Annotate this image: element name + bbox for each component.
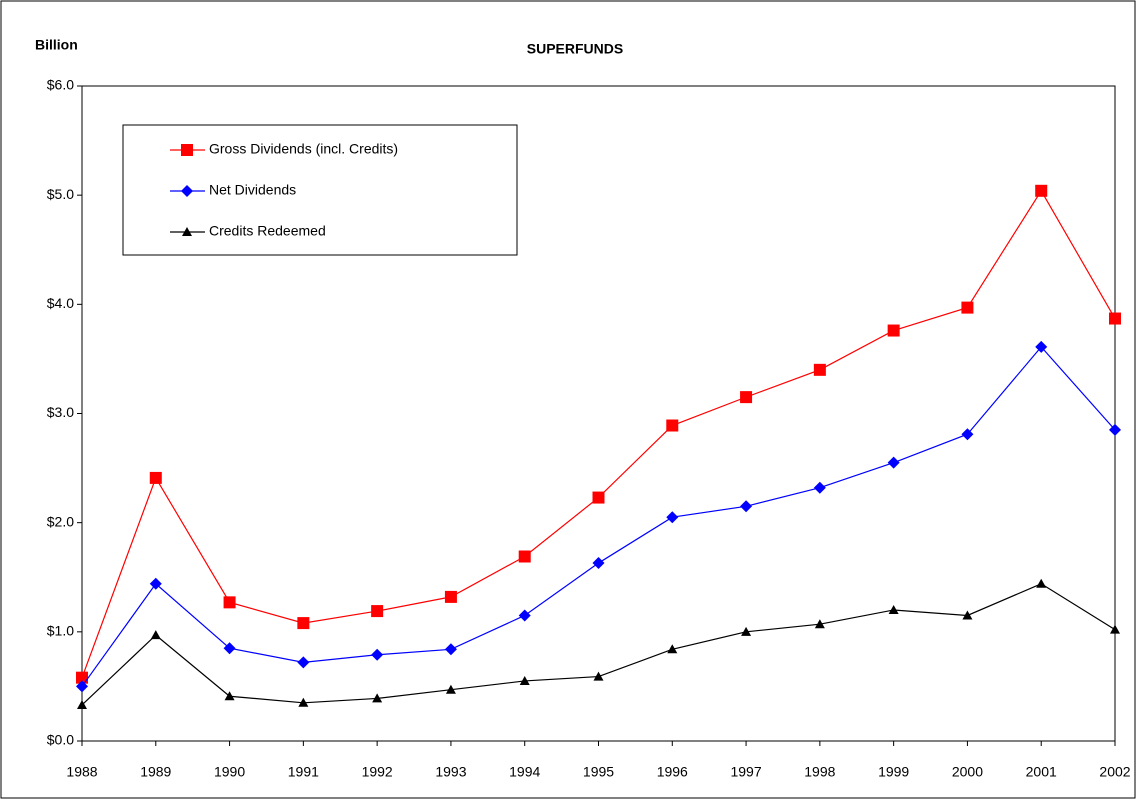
marker xyxy=(961,428,974,441)
marker xyxy=(1110,624,1120,634)
y-tick-label: $0.0 xyxy=(47,732,74,748)
marker xyxy=(1109,312,1121,325)
marker xyxy=(666,419,679,432)
marker xyxy=(961,301,974,314)
x-tick-label: 2000 xyxy=(952,764,983,780)
marker xyxy=(297,656,310,669)
y-tick-label: $5.0 xyxy=(47,186,74,202)
marker xyxy=(813,481,826,494)
marker xyxy=(77,699,87,709)
marker xyxy=(1035,184,1048,197)
marker xyxy=(223,596,236,609)
marker xyxy=(814,619,825,629)
marker xyxy=(813,363,826,376)
legend-label: Credits Redeemed xyxy=(209,223,326,239)
marker xyxy=(518,550,531,563)
chart-title: SUPERFUNDS xyxy=(527,41,623,57)
marker xyxy=(224,691,235,701)
marker xyxy=(371,605,384,618)
marker xyxy=(592,491,605,504)
legend-marker xyxy=(181,185,193,197)
marker xyxy=(741,626,752,636)
legend-label: Gross Dividends (incl. Credits) xyxy=(209,141,398,157)
marker xyxy=(962,610,973,620)
marker xyxy=(887,324,900,337)
x-tick-label: 2002 xyxy=(1099,764,1130,780)
marker xyxy=(223,642,236,655)
y-tick-label: $4.0 xyxy=(47,295,74,311)
x-tick-label: 1990 xyxy=(214,764,245,780)
x-tick-label: 1992 xyxy=(362,764,393,780)
marker xyxy=(76,680,88,693)
marker xyxy=(593,671,604,681)
x-tick-label: 1991 xyxy=(288,764,319,780)
legend-marker xyxy=(182,227,192,236)
marker xyxy=(445,684,456,694)
y-tick-label: $1.0 xyxy=(47,623,74,639)
marker xyxy=(297,617,310,630)
y-axis-label: Billion xyxy=(35,37,78,53)
marker xyxy=(519,675,530,685)
x-tick-label: 1997 xyxy=(730,764,761,780)
marker xyxy=(887,456,900,469)
marker xyxy=(518,609,531,622)
marker xyxy=(149,471,162,484)
marker xyxy=(667,644,678,654)
marker xyxy=(372,693,383,703)
x-tick-label: 1999 xyxy=(878,764,909,780)
marker xyxy=(444,590,457,603)
y-tick-label: $3.0 xyxy=(47,404,74,420)
marker xyxy=(888,605,899,614)
x-tick-label: 1993 xyxy=(435,764,466,780)
marker xyxy=(371,648,384,661)
marker xyxy=(592,557,605,570)
marker xyxy=(666,511,679,524)
marker xyxy=(1036,578,1047,588)
marker xyxy=(149,577,162,590)
marker xyxy=(740,500,753,513)
y-tick-label: $6.0 xyxy=(47,77,74,93)
marker xyxy=(1035,340,1048,353)
x-tick-label: 2001 xyxy=(1026,764,1057,780)
legend-marker xyxy=(181,144,193,156)
marker xyxy=(740,391,753,404)
x-tick-label: 1998 xyxy=(804,764,835,780)
x-tick-label: 1995 xyxy=(583,764,614,780)
marker xyxy=(444,643,457,656)
marker xyxy=(150,630,161,640)
x-tick-label: 1996 xyxy=(657,764,688,780)
marker xyxy=(1109,423,1121,436)
marker xyxy=(76,671,88,684)
x-tick-label: 1989 xyxy=(140,764,171,780)
legend-label: Net Dividends xyxy=(209,182,296,198)
x-tick-label: 1988 xyxy=(66,764,97,780)
y-tick-label: $2.0 xyxy=(47,513,74,529)
x-tick-label: 1994 xyxy=(509,764,540,780)
marker xyxy=(298,697,309,707)
